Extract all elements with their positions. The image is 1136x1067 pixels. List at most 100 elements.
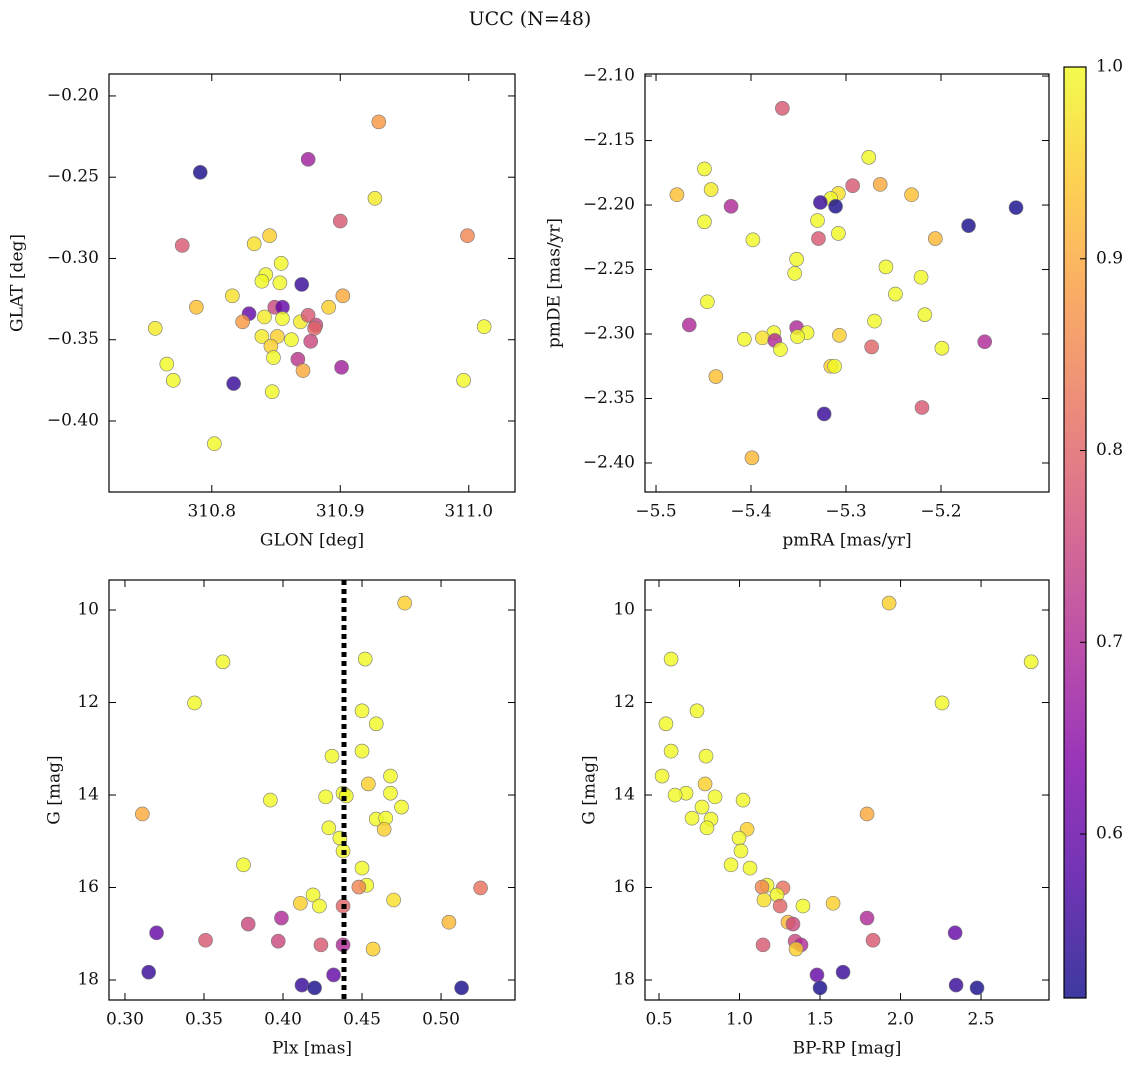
star	[313, 937, 329, 953]
star	[332, 213, 348, 229]
star	[240, 916, 256, 932]
x-axis-label: Plx [mas]	[272, 1039, 352, 1059]
y-tick-label: −0.35	[47, 329, 99, 349]
star	[272, 275, 288, 291]
star	[969, 980, 985, 996]
star	[473, 880, 488, 896]
star	[305, 887, 321, 903]
star	[354, 743, 370, 759]
star	[367, 191, 383, 206]
x-tick-label: 310.9	[316, 502, 365, 522]
star	[236, 857, 251, 873]
colorbar	[1063, 66, 1087, 999]
y-tick-label: 10	[613, 600, 635, 620]
star	[383, 785, 398, 801]
star	[755, 937, 771, 953]
x-tick-label: 2.5	[968, 1010, 995, 1030]
star	[961, 218, 976, 233]
star	[300, 152, 316, 167]
star	[318, 789, 333, 805]
star	[737, 331, 752, 347]
star	[262, 228, 277, 244]
star	[187, 695, 202, 711]
star	[756, 892, 772, 908]
star	[934, 695, 950, 711]
star	[300, 308, 316, 323]
star	[441, 914, 457, 930]
star	[977, 334, 992, 350]
star	[832, 327, 847, 343]
y-tick-label: 16	[613, 877, 635, 897]
star	[689, 703, 705, 719]
star	[754, 879, 770, 895]
star	[263, 792, 278, 808]
x-tick-label: −5.3	[825, 502, 866, 522]
star	[755, 330, 770, 346]
star	[321, 299, 337, 315]
star	[835, 964, 851, 980]
y-tick-label: −2.40	[583, 452, 635, 472]
star	[376, 821, 392, 837]
star	[694, 799, 710, 815]
star	[772, 898, 788, 914]
star	[773, 342, 788, 357]
plot-area	[108, 579, 516, 1001]
star	[476, 319, 492, 335]
star	[917, 307, 933, 322]
star	[383, 768, 398, 784]
y-tick-label: −0.25	[47, 167, 99, 187]
y-tick-label: −0.20	[47, 85, 99, 105]
star	[861, 150, 877, 165]
star	[878, 259, 894, 275]
star	[135, 806, 150, 822]
star	[141, 964, 156, 980]
star	[165, 373, 181, 388]
star	[813, 195, 828, 210]
star	[266, 350, 281, 365]
y-tick-label: 14	[77, 785, 99, 805]
y-tick-label: 18	[77, 970, 99, 990]
colorbar-tick-label: 0.8	[1096, 440, 1123, 460]
star	[386, 892, 401, 908]
colorbar-tick-label: 0.6	[1096, 824, 1123, 844]
star	[788, 941, 804, 957]
star	[326, 967, 341, 983]
y-tick-label: −2.10	[583, 66, 635, 86]
y-axis-label: GLAT [deg]	[8, 234, 28, 332]
star	[303, 334, 319, 349]
star	[742, 860, 758, 876]
star	[809, 967, 825, 983]
star	[321, 820, 337, 836]
star	[274, 910, 289, 926]
star	[859, 806, 875, 822]
star	[275, 311, 290, 326]
star	[699, 820, 715, 836]
star	[335, 288, 351, 304]
star	[246, 236, 262, 252]
x-tick-label: 0.50	[422, 1010, 460, 1030]
star	[307, 321, 322, 336]
star	[235, 314, 250, 330]
star	[225, 288, 240, 304]
star	[149, 925, 164, 941]
star	[698, 748, 714, 764]
star	[147, 321, 163, 336]
star	[827, 358, 842, 374]
star	[1023, 654, 1039, 670]
star	[192, 165, 208, 180]
star	[707, 789, 723, 805]
x-tick-label: 311.0	[444, 502, 493, 522]
colorbar-tick-label: 0.9	[1096, 248, 1123, 268]
star	[294, 277, 310, 292]
star	[371, 114, 387, 130]
x-tick-label: 0.45	[343, 1010, 381, 1030]
star	[881, 595, 897, 611]
colorbar-tick-label: 1.0	[1096, 57, 1123, 77]
y-tick-label: 16	[77, 877, 99, 897]
y-axis-label: G [mag]	[45, 755, 65, 824]
x-tick-label: −5.4	[730, 502, 771, 522]
y-tick-label: −0.40	[47, 410, 99, 430]
x-tick-label: 0.30	[106, 1010, 144, 1030]
y-tick-label: −2.30	[583, 324, 635, 344]
x-tick-label: 2.0	[887, 1010, 914, 1030]
